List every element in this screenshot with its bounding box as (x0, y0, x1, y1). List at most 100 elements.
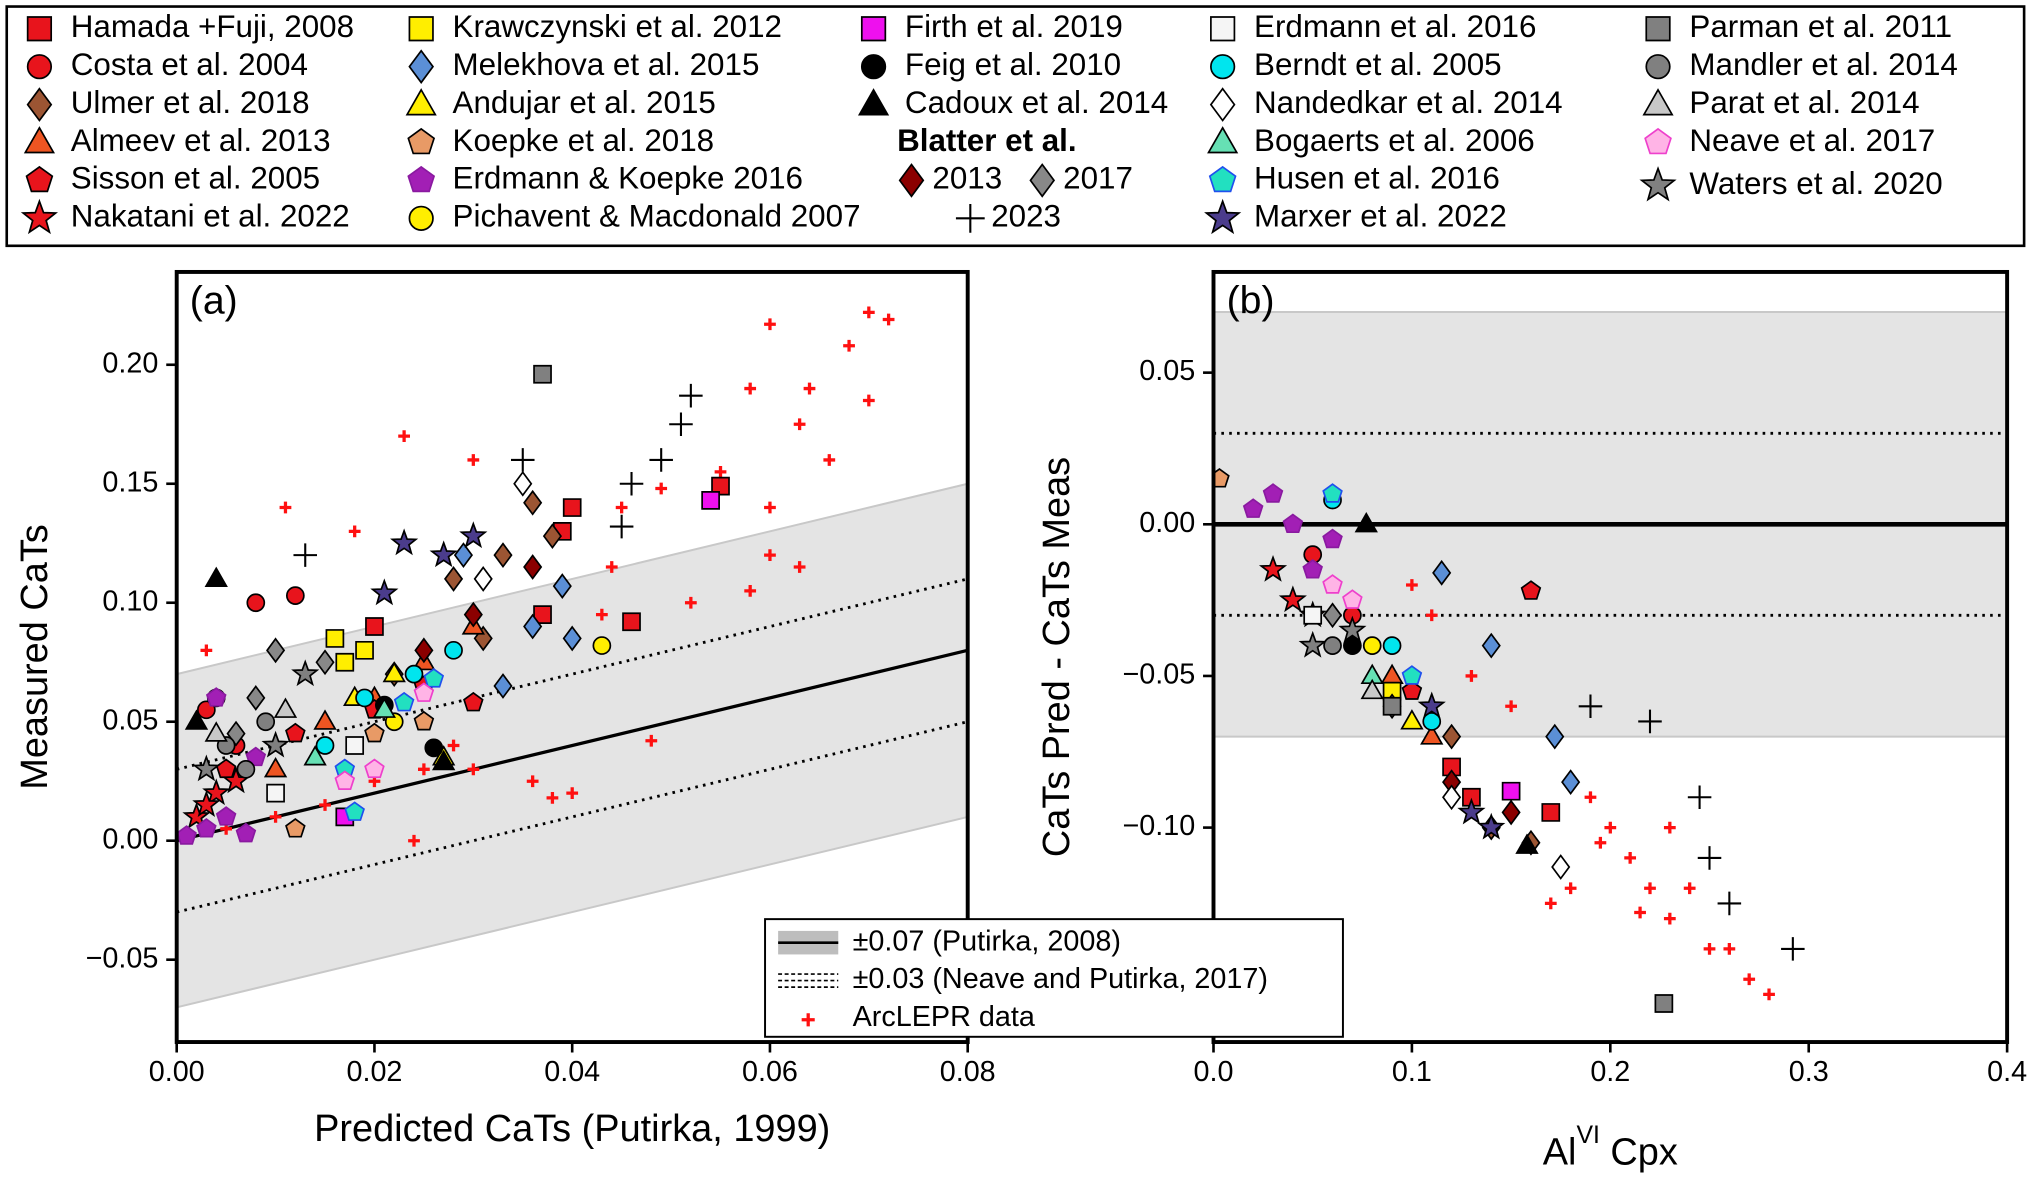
arclepr-point (684, 596, 697, 609)
data-point (1697, 846, 1722, 870)
data-point (355, 688, 374, 708)
data-point (1302, 558, 1323, 579)
data-point (1322, 602, 1343, 629)
legend-box (5, 5, 2026, 248)
data-point (1561, 769, 1581, 796)
data-point (372, 697, 397, 718)
data-point (334, 770, 356, 790)
data-point (1687, 785, 1712, 810)
x-tick-label: 0.02 (346, 1056, 402, 1088)
data-point (1354, 511, 1378, 533)
x-axis-label: AlVI Cpx (1543, 1122, 1678, 1174)
data-point (453, 542, 473, 569)
legend-label: Sisson et al. 2005 (71, 161, 320, 196)
data-point (463, 691, 484, 712)
data-point (429, 540, 458, 568)
data-point (202, 778, 231, 806)
data-point (424, 738, 444, 758)
data-point (1282, 513, 1304, 534)
legend-marker (1204, 198, 1242, 235)
legend-marker (1639, 166, 1677, 202)
legend-label: Nakatani et al. 2022 (71, 199, 350, 234)
data-point (335, 652, 355, 672)
data-point (1501, 781, 1521, 801)
y-axis-label: CaTs Pred - CaTs Meas (1036, 457, 1078, 857)
data-point (192, 790, 221, 817)
data-point (355, 640, 374, 660)
legend-marker (857, 88, 890, 116)
legend-marker (26, 16, 53, 42)
arclepr-point (398, 430, 410, 443)
arclepr-swatch (801, 1013, 815, 1027)
arclepr-point (1564, 882, 1577, 895)
legend-label: Waters et al. 2020 (1689, 166, 1942, 201)
data-point (1545, 723, 1565, 750)
legend-marker (408, 205, 434, 231)
legend-label: Krawczynski et al. 2012 (453, 9, 782, 44)
data-point (196, 817, 217, 838)
legend-label: Almeev et al. 2013 (71, 123, 331, 158)
legend-label: Feig et al. 2010 (905, 47, 1121, 82)
legend-label: 2013 (932, 161, 1002, 196)
legend-marker (898, 163, 925, 198)
plot-area (176, 306, 968, 1009)
arclepr-point (418, 763, 430, 776)
data-point (1477, 812, 1506, 840)
legend-marker (1210, 54, 1236, 80)
arclepr-point (269, 811, 282, 823)
data-point (344, 801, 365, 821)
data-point (246, 685, 266, 711)
data-point (523, 613, 543, 640)
data-point (609, 514, 634, 539)
data-point (523, 489, 543, 516)
data-point (622, 612, 641, 632)
data-point (1457, 797, 1486, 825)
data-point (266, 637, 286, 664)
data-point (1442, 757, 1461, 777)
panel-b: 0.0 0.1 0.2 0.3 0.4 −0.10 −0.05 0.00 0.05 (b) AlVI… (1036, 269, 2027, 1174)
legend-group-title: Blatter et al. (897, 123, 1077, 158)
arclepr-point (1763, 988, 1775, 1001)
data-point (1578, 694, 1603, 719)
legend-label: Hamada +Fuji, 2008 (71, 9, 354, 44)
legend-label: Firth et al. 2019 (905, 9, 1123, 44)
arclepr-point (714, 465, 727, 478)
arclepr-point (744, 584, 757, 597)
data-point (205, 687, 227, 707)
data-point (1278, 585, 1307, 613)
data-point (291, 659, 320, 687)
legend-label: Erdmann et al. 2016 (1254, 9, 1536, 44)
arclepr-point (882, 313, 895, 326)
legend-marker (1207, 126, 1239, 154)
data-point (204, 721, 228, 742)
legend-marker (1029, 163, 1056, 198)
data-point (1213, 467, 1230, 488)
data-point (313, 709, 337, 730)
data-point (493, 542, 513, 569)
legend-label: Costa et al. 2004 (71, 47, 308, 82)
arclepr-point (595, 608, 608, 621)
data-point (184, 709, 209, 730)
data-point (1442, 723, 1462, 750)
arclepr-point (823, 454, 836, 466)
data-point (1481, 632, 1501, 659)
legend-marker (407, 165, 436, 193)
legend-marker (1208, 165, 1237, 193)
legend-label: Melekhova et al. 2015 (453, 47, 760, 82)
arclepr-point (764, 501, 776, 514)
legend-label: Koepke et al. 2018 (453, 123, 715, 158)
data-point (413, 682, 435, 702)
arclepr-point (764, 318, 776, 331)
data-point (523, 554, 543, 580)
data-point (315, 649, 335, 676)
legend-label: Nandedkar et al. 2014 (1254, 85, 1563, 120)
arclepr-point (408, 834, 420, 847)
arclepr-point (862, 306, 875, 319)
data-point (619, 471, 644, 496)
y-tick-label: 0.20 (102, 347, 158, 379)
data-point (510, 448, 535, 472)
data-point (1432, 559, 1452, 586)
x-axis-label-part: VI (1576, 1122, 1599, 1149)
data-point (1362, 636, 1382, 655)
data-point (432, 749, 456, 771)
